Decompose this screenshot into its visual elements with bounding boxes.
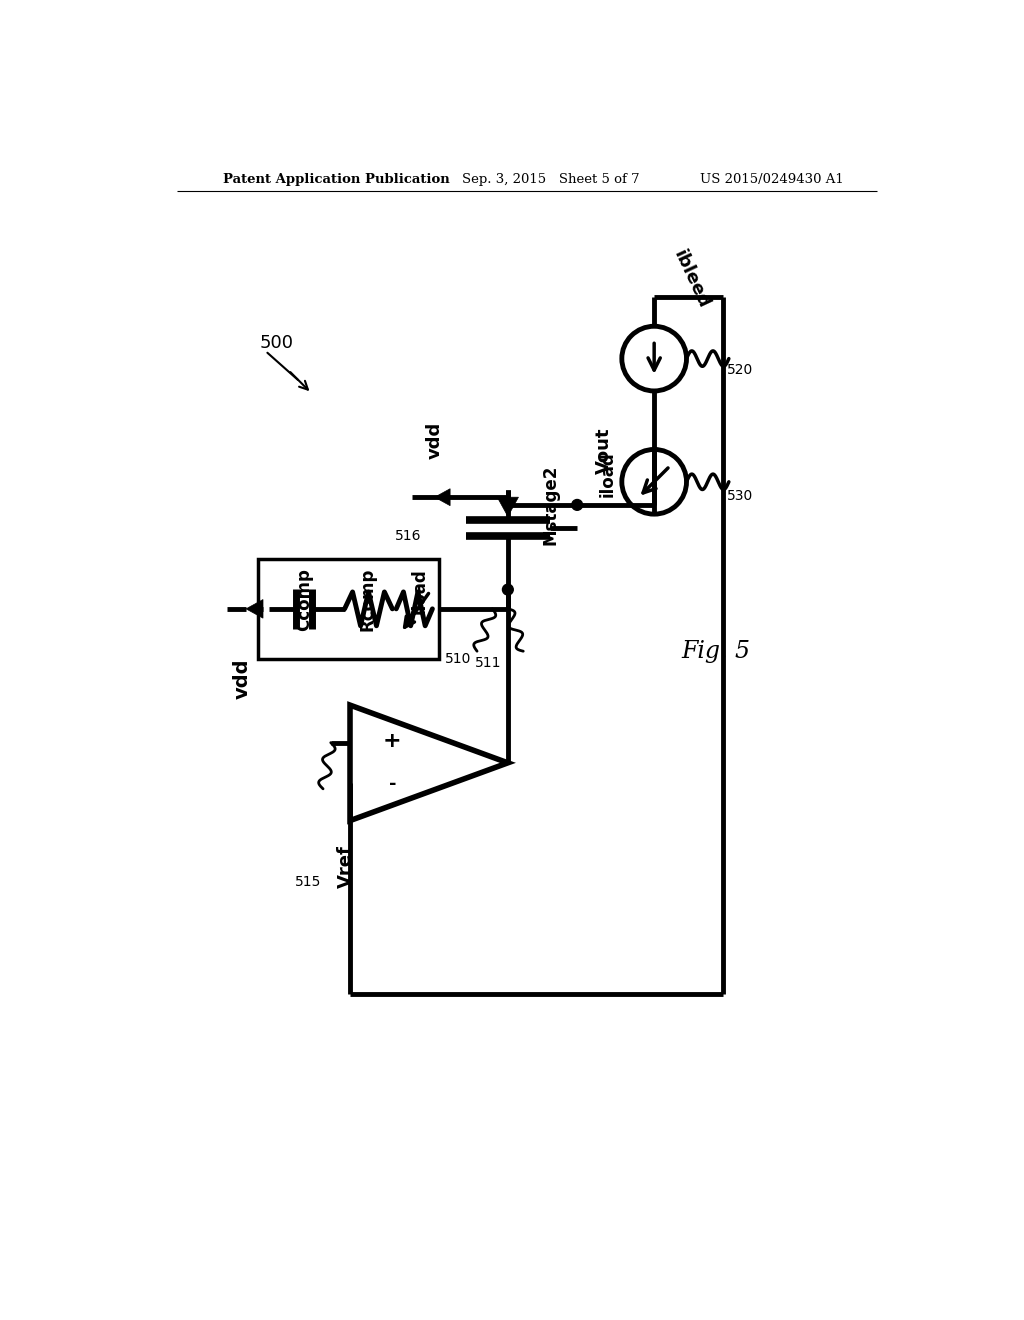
- Text: ibleed: ibleed: [670, 247, 713, 312]
- Text: Patent Application Publication: Patent Application Publication: [223, 173, 450, 186]
- Text: iload: iload: [599, 451, 616, 496]
- Text: vdd: vdd: [232, 659, 252, 700]
- Polygon shape: [498, 498, 518, 516]
- Text: US 2015/0249430 A1: US 2015/0249430 A1: [700, 173, 844, 186]
- Text: 530: 530: [727, 488, 754, 503]
- Circle shape: [503, 585, 513, 595]
- Text: 520: 520: [727, 363, 754, 378]
- Circle shape: [571, 499, 583, 511]
- Text: Fig. 5: Fig. 5: [681, 640, 751, 663]
- Text: vdd: vdd: [426, 421, 443, 459]
- Text: iload: iload: [411, 568, 428, 614]
- Text: Sep. 3, 2015   Sheet 5 of 7: Sep. 3, 2015 Sheet 5 of 7: [462, 173, 639, 186]
- Polygon shape: [435, 488, 451, 506]
- Text: Vref: Vref: [337, 845, 355, 888]
- Text: Mstage2: Mstage2: [542, 465, 559, 545]
- Text: 516: 516: [394, 529, 421, 543]
- Text: 511: 511: [475, 656, 502, 669]
- Text: 500: 500: [260, 334, 294, 352]
- Text: +: +: [383, 731, 401, 751]
- Bar: [258, 558, 438, 659]
- Text: -: -: [389, 775, 396, 793]
- Polygon shape: [246, 599, 263, 618]
- Text: 510: 510: [444, 652, 471, 665]
- Text: Rcomp: Rcomp: [358, 568, 377, 631]
- Text: Ccomp: Ccomp: [295, 568, 312, 631]
- Text: Vout: Vout: [595, 428, 613, 474]
- Text: 515: 515: [295, 875, 321, 890]
